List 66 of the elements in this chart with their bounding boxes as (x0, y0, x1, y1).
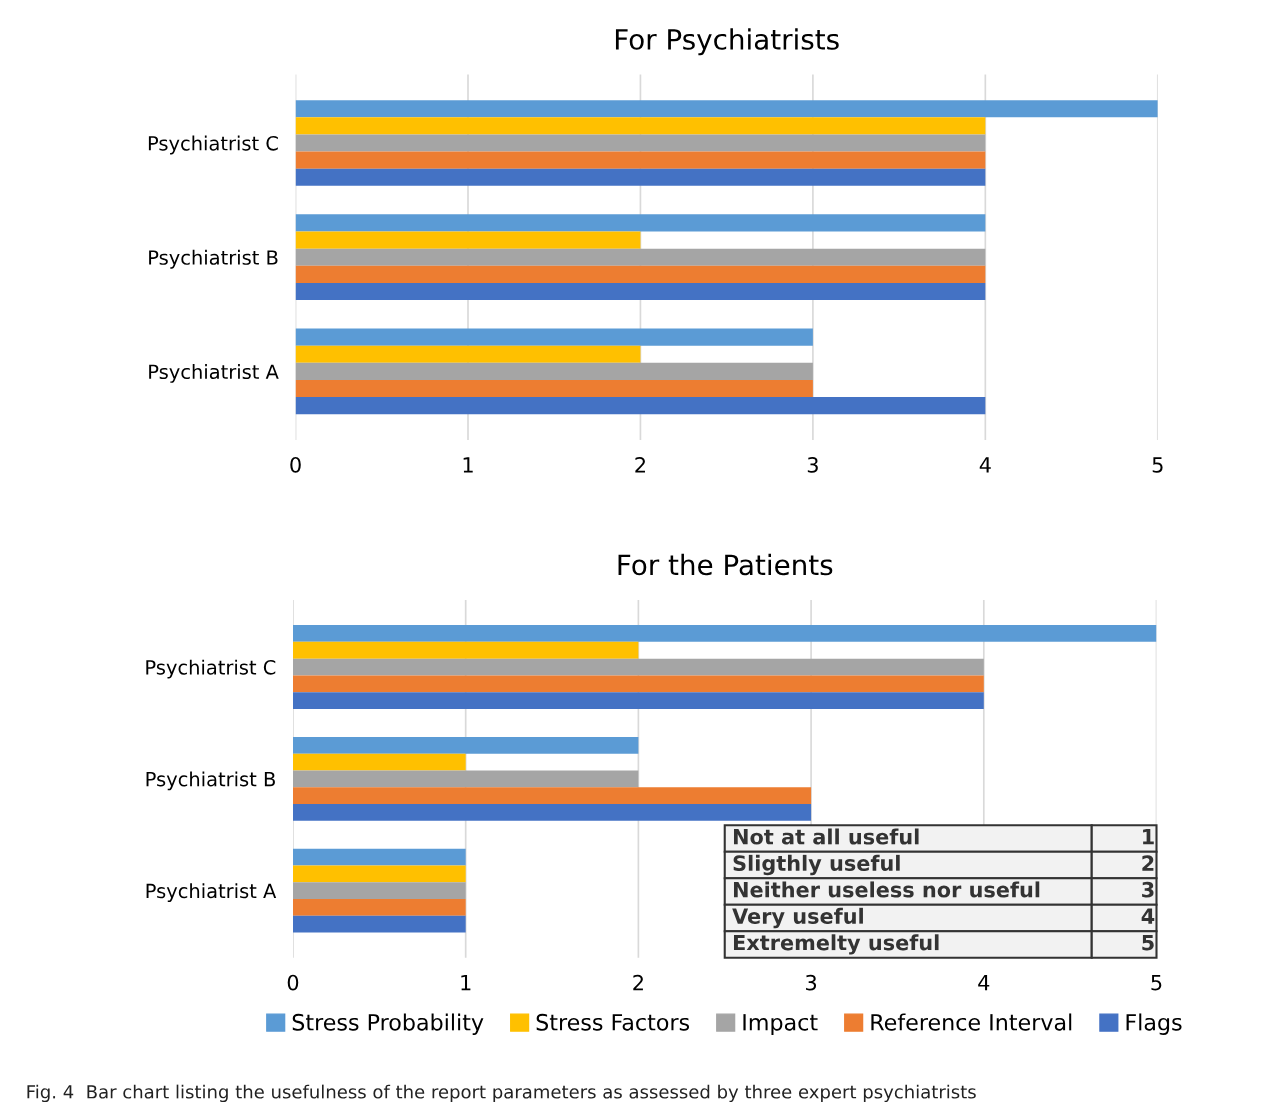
annotation: 3 (1142, 881, 1154, 898)
bar (295, 100, 1158, 118)
legend-label: Impact (743, 1014, 818, 1035)
bar (295, 117, 986, 135)
legend-label: Stress Factors (536, 1013, 690, 1031)
x-tick-label: 4 (978, 974, 990, 991)
bar (292, 787, 812, 804)
bar (292, 803, 812, 821)
bar (292, 865, 466, 883)
bar (295, 362, 813, 380)
bar (295, 134, 986, 152)
legend-label: Flags (1126, 1013, 1182, 1035)
chart-title: For Psychiatrists (615, 28, 839, 56)
bar (292, 770, 639, 788)
bar (292, 753, 466, 771)
bar (295, 231, 641, 249)
bar (295, 379, 813, 398)
bar (295, 282, 986, 301)
bar (295, 328, 813, 346)
annotation: Neither useless nor useful (733, 881, 1040, 898)
y-tick-label: Psychiatrist C (148, 135, 278, 155)
x-tick-label: 1 (463, 457, 473, 473)
x-tick-label: 5 (1151, 974, 1162, 991)
bar (292, 848, 466, 866)
annotation: Very useful (732, 907, 863, 929)
chart-title: For the Patients (618, 553, 833, 576)
bar (295, 168, 986, 186)
annotation: Extremelty useful (733, 934, 939, 955)
bar (292, 898, 466, 916)
bar (295, 345, 641, 363)
x-tick-label: 5 (1152, 457, 1163, 473)
bar (292, 658, 984, 676)
x-tick-label: 2 (635, 456, 645, 473)
y-tick-label: Psychiatrist C (146, 659, 276, 679)
y-tick-label: Psychiatrist B (149, 249, 278, 269)
annotation: 1 (1143, 829, 1154, 845)
x-tick-label: 1 (461, 974, 471, 991)
legend-label: Reference Interval (871, 1013, 1072, 1031)
x-tick-label: 0 (287, 974, 299, 991)
bar (295, 248, 986, 266)
bar (295, 397, 986, 415)
bar (292, 882, 466, 899)
y-tick-label: Psychiatrist A (149, 364, 279, 383)
bar (292, 736, 639, 754)
bar (295, 265, 986, 283)
legend-label: Stress Probability (292, 1013, 484, 1035)
x-tick-label: 3 (807, 456, 818, 473)
bar (295, 214, 986, 232)
bar (295, 151, 986, 169)
x-tick-label: 4 (979, 457, 991, 473)
bar (292, 692, 984, 709)
bar (292, 625, 1157, 642)
annotation: 4 (1141, 908, 1155, 924)
x-tick-label: 0 (290, 456, 301, 473)
y-tick-label: Psychiatrist A (146, 883, 277, 903)
annotation: 5 (1142, 935, 1154, 951)
x-tick-label: 3 (806, 974, 817, 991)
y-tick-label: Psychiatrist B (146, 771, 275, 791)
x-tick-label: 2 (633, 974, 643, 991)
caption: Fig. 4 Bar chart listing the usefulness of the report parameters as assessed by three expert psychiatrists (27, 1084, 976, 1103)
annotation: Sligthly useful (733, 854, 900, 876)
bar (292, 915, 466, 933)
bar (292, 641, 639, 659)
annotation: Not at all useful (733, 828, 919, 845)
annotation: 2 (1142, 855, 1154, 871)
bar (292, 675, 984, 693)
